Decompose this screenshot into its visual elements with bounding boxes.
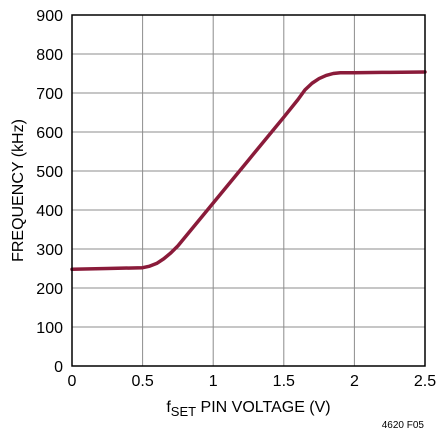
x-tick-label: 0 xyxy=(68,373,77,390)
y-tick-label: 300 xyxy=(36,242,63,259)
y-tick-label: 900 xyxy=(36,8,63,25)
x-axis-label: fSET PIN VOLTAGE (V) xyxy=(166,399,330,419)
x-axis-label-rest: PIN VOLTAGE (V) xyxy=(196,399,331,416)
chart-grid xyxy=(72,15,425,366)
y-tick-label: 100 xyxy=(36,320,63,337)
y-tick-label: 600 xyxy=(36,125,63,142)
figure-code-annotation: 4620 F05 xyxy=(382,420,425,431)
plot-frame xyxy=(71,14,426,367)
x-tick-label: 1 xyxy=(209,373,218,390)
x-axis-label-main: f xyxy=(166,399,171,416)
y-tick-label: 400 xyxy=(36,203,63,220)
x-axis-label-subscript: SET xyxy=(171,404,196,419)
x-tick-label: 0.5 xyxy=(131,373,153,390)
y-tick-label: 800 xyxy=(36,47,63,64)
y-tick-label: 500 xyxy=(36,164,63,181)
x-tick-label: 2 xyxy=(350,373,359,390)
y-tick-label: 0 xyxy=(54,359,63,376)
y-tick-label: 700 xyxy=(36,86,63,103)
x-tick-labels: 0 0.5 1 1.5 2 2.5 xyxy=(68,373,436,390)
chart-series xyxy=(70,70,427,272)
y-tick-labels: 0 100 200 300 400 500 600 700 800 900 xyxy=(36,8,63,376)
series-line xyxy=(70,70,427,272)
x-tick-label: 1.5 xyxy=(273,373,295,390)
y-tick-label: 200 xyxy=(36,281,63,298)
x-tick-label: 2.5 xyxy=(414,373,436,390)
y-axis-label: FREQUENCY (kHz) xyxy=(10,119,27,262)
